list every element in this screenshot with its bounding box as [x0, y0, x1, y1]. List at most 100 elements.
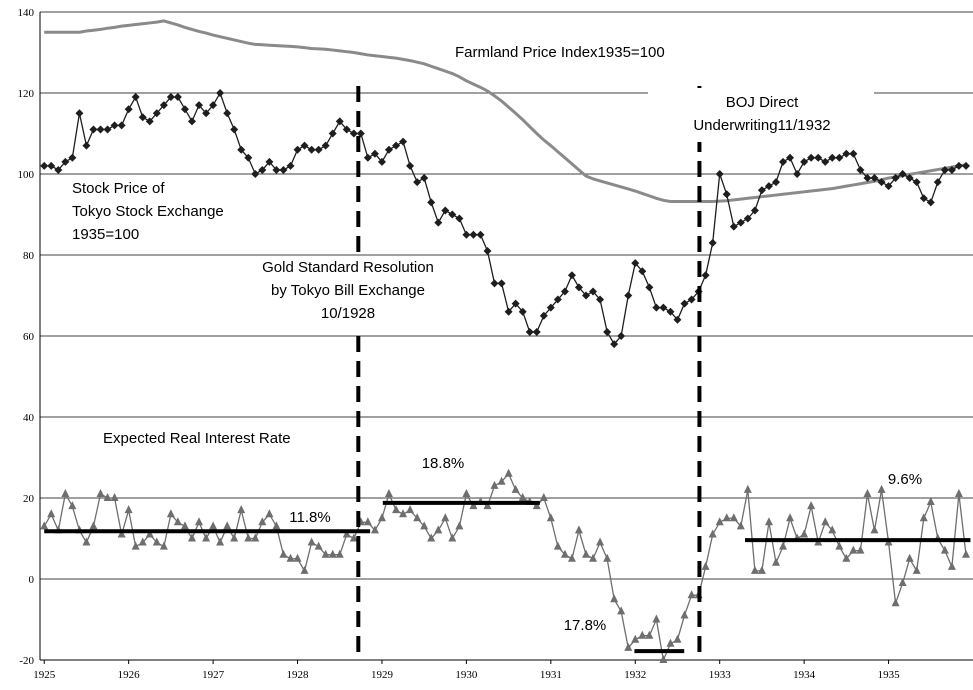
- diamond-marker: [961, 161, 970, 170]
- triangle-marker: [863, 488, 872, 497]
- diamond-marker: [800, 157, 809, 166]
- triangle-marker: [504, 468, 513, 477]
- triangle-marker: [673, 634, 682, 643]
- diamond-marker: [54, 165, 63, 174]
- y-tick-label: -20: [19, 655, 34, 667]
- triangle-marker: [300, 565, 309, 574]
- triangle-marker: [68, 501, 77, 510]
- diamond-marker: [180, 105, 189, 114]
- average-label: 11.8%: [289, 509, 330, 526]
- triangle-marker: [779, 541, 788, 550]
- diamond-marker: [743, 214, 752, 223]
- triangle-marker: [434, 525, 443, 534]
- event-label: Underwriting11/1932: [693, 117, 830, 134]
- diamond-marker: [131, 93, 140, 102]
- triangle-marker: [61, 488, 70, 497]
- diamond-marker: [314, 145, 323, 154]
- diamond-marker: [469, 230, 478, 239]
- diamond-marker: [638, 267, 647, 276]
- triangle-marker: [539, 493, 548, 501]
- y-tick-label: 60: [23, 331, 35, 343]
- diamond-marker: [75, 109, 84, 118]
- diamond-marker: [455, 214, 464, 223]
- diamond-marker: [68, 153, 77, 162]
- diamond-marker: [138, 113, 147, 122]
- series-label: Expected Real Interest Rate: [103, 430, 291, 447]
- diamond-marker: [659, 303, 668, 312]
- triangle-marker: [180, 521, 189, 530]
- triangle-marker: [131, 541, 140, 550]
- y-tick-label: 80: [23, 250, 35, 262]
- triangle-marker: [757, 565, 766, 574]
- diamond-marker: [124, 105, 133, 114]
- diamond-marker: [701, 271, 710, 280]
- diamond-marker: [764, 182, 773, 191]
- average-label: 18.8%: [422, 455, 465, 472]
- triangle-marker: [159, 541, 168, 550]
- diamond-marker: [631, 259, 640, 268]
- diamond-marker: [476, 230, 485, 239]
- triangle-marker: [828, 525, 837, 534]
- diamond-marker: [448, 210, 457, 219]
- diamond-marker: [954, 161, 963, 170]
- diamond-marker: [103, 125, 112, 134]
- diamond-marker: [202, 109, 211, 118]
- triangle-marker: [856, 545, 865, 554]
- triangle-marker: [603, 553, 612, 562]
- triangle-marker: [589, 553, 598, 562]
- diamond-marker: [617, 332, 626, 340]
- diamond-marker: [335, 117, 344, 126]
- diamond-marker: [307, 145, 316, 154]
- series-label: Stock Price of: [72, 180, 165, 197]
- diamond-marker: [546, 303, 555, 312]
- diamond-marker: [715, 170, 724, 178]
- triangle-marker: [919, 513, 928, 522]
- triangle-marker: [926, 497, 935, 506]
- diamond-marker: [680, 299, 689, 308]
- triangle-marker: [898, 578, 907, 587]
- triangle-marker: [497, 476, 506, 485]
- series-label: 1935=100: [72, 226, 139, 243]
- diamond-marker: [356, 129, 365, 138]
- diamond-marker: [145, 117, 154, 126]
- triangle-marker: [736, 521, 745, 530]
- diamond-marker: [722, 190, 731, 199]
- diamond-marker: [933, 178, 942, 187]
- diamond-marker: [328, 129, 337, 138]
- triangle-marker: [567, 553, 576, 562]
- x-tick-label: 1925: [33, 669, 56, 681]
- diamond-marker: [194, 101, 203, 110]
- triangle-marker: [877, 484, 886, 493]
- triangle-marker: [687, 590, 696, 599]
- diamond-marker: [835, 153, 844, 162]
- diamond-marker: [173, 93, 182, 102]
- triangle-marker: [117, 529, 126, 538]
- x-tick-label: 1926: [118, 669, 141, 681]
- triangle-marker: [321, 549, 330, 558]
- diamond-marker: [539, 311, 548, 320]
- triangle-marker: [940, 545, 949, 554]
- diamond-marker: [434, 218, 443, 227]
- diamond-marker: [152, 109, 161, 118]
- triangle-marker: [582, 549, 591, 558]
- series-label: Tokyo Stock Exchange: [72, 203, 224, 220]
- triangle-marker: [377, 513, 386, 522]
- diamond-marker: [392, 141, 401, 150]
- diamond-marker: [497, 279, 506, 288]
- diamond-marker: [504, 307, 513, 316]
- diamond-marker: [349, 129, 358, 138]
- triangle-marker: [701, 561, 710, 570]
- triangle-marker: [166, 509, 175, 518]
- triangle-marker: [624, 642, 633, 651]
- diamond-marker: [511, 299, 520, 308]
- diamond-marker: [624, 291, 633, 300]
- diamond-marker: [652, 303, 661, 312]
- triangle-marker: [209, 521, 218, 530]
- triangle-marker: [849, 545, 858, 554]
- triangle-marker: [750, 565, 759, 574]
- triangle-marker: [152, 537, 161, 546]
- diamond-marker: [574, 283, 583, 292]
- x-tick-label: 1931: [540, 669, 562, 681]
- diamond-marker: [729, 222, 738, 231]
- triangle-marker: [349, 533, 358, 542]
